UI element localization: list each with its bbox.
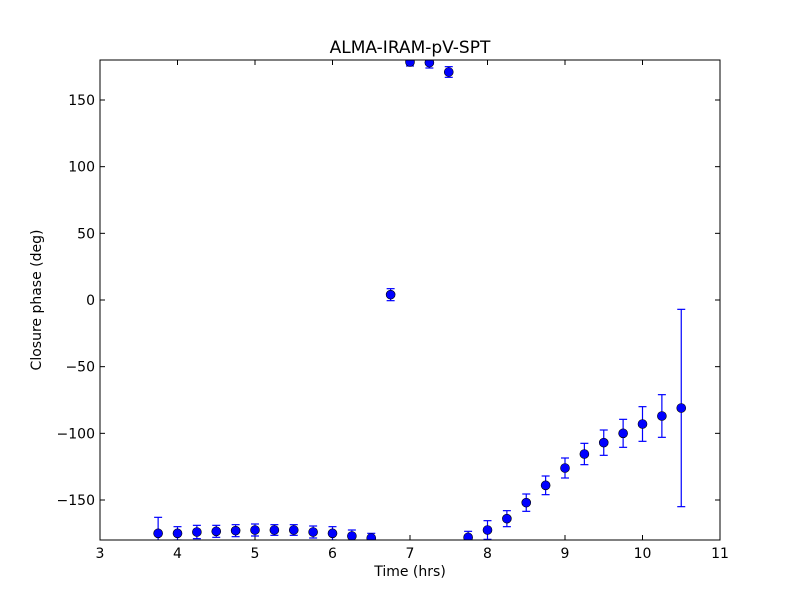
data-point xyxy=(327,528,338,539)
data-point xyxy=(269,525,280,535)
data-point xyxy=(560,463,570,473)
x-tick-label: 8 xyxy=(483,546,492,562)
data-point xyxy=(250,525,260,535)
data-point xyxy=(598,437,609,448)
y-tick-label: −150 xyxy=(57,493,95,509)
data-point xyxy=(172,528,183,539)
data-point xyxy=(211,526,222,537)
data-point xyxy=(405,60,415,67)
x-axis-label: Time (hrs) xyxy=(373,564,446,580)
data-point xyxy=(618,428,628,439)
y-tick-label: 0 xyxy=(86,293,95,309)
plot-area-frame xyxy=(99,59,721,541)
data-point xyxy=(540,480,551,491)
data-point xyxy=(424,60,435,68)
data-point xyxy=(463,532,473,540)
data-point xyxy=(657,411,667,421)
x-tick-label: 3 xyxy=(96,546,105,562)
x-tick-label: 9 xyxy=(561,546,570,562)
x-tick-label: 5 xyxy=(251,546,260,562)
y-tick-label: −50 xyxy=(65,360,95,376)
chart-title: ALMA-IRAM-pV-SPT xyxy=(330,38,491,58)
x-tick-label: 6 xyxy=(328,546,337,562)
data-point xyxy=(637,419,648,429)
y-axis-label: Closure phase (deg) xyxy=(29,230,45,371)
data-point xyxy=(521,497,532,508)
data-point xyxy=(366,533,377,540)
data-point xyxy=(308,527,318,537)
data-point xyxy=(676,403,687,413)
data-point xyxy=(443,67,454,77)
y-tick-label: −100 xyxy=(57,426,95,442)
y-tick-label: 50 xyxy=(77,226,95,242)
data-point xyxy=(579,449,590,459)
data-point xyxy=(288,525,299,535)
y-tick-label: 100 xyxy=(68,160,95,176)
data-point xyxy=(230,525,241,536)
data-point xyxy=(502,513,512,524)
data-point xyxy=(385,289,396,300)
x-tick-label: 7 xyxy=(406,546,415,562)
data-point xyxy=(482,525,493,535)
x-tick-label: 4 xyxy=(173,546,182,562)
data-point xyxy=(153,528,163,539)
x-tick-label: 10 xyxy=(634,546,652,562)
x-tick-label: 11 xyxy=(711,546,729,562)
data-point xyxy=(192,527,202,537)
data-point xyxy=(347,531,357,540)
y-tick-label: 150 xyxy=(68,93,95,109)
